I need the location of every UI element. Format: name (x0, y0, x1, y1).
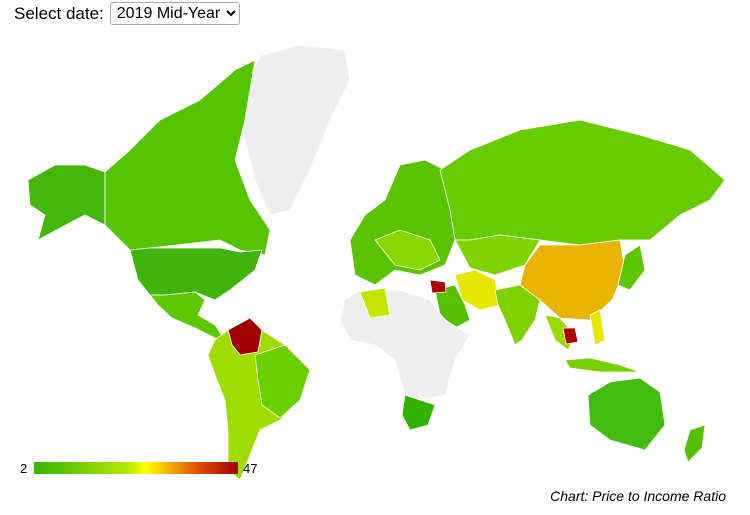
country (439, 119, 726, 246)
country (374, 229, 441, 271)
country (454, 234, 541, 276)
country (129, 247, 263, 301)
date-control: Select date: 2019 Mid-Year (14, 2, 240, 25)
country (104, 59, 271, 256)
country (683, 424, 706, 463)
country (27, 164, 106, 241)
caption: Chart: Price to Income Ratio (550, 488, 726, 504)
select-label: Select date: (14, 3, 104, 23)
date-select[interactable]: 2019 Mid-Year (109, 2, 240, 25)
country (562, 327, 579, 345)
country (359, 287, 391, 319)
country (401, 394, 436, 431)
legend-gradient (34, 462, 238, 474)
country (617, 244, 646, 291)
country (429, 279, 447, 294)
legend-min: 2 (20, 461, 27, 476)
country (564, 357, 641, 373)
country (234, 44, 351, 216)
country (587, 377, 666, 451)
country (254, 344, 311, 419)
country (494, 284, 541, 346)
countries (27, 44, 726, 481)
country (589, 309, 606, 346)
legend-max: 47 (243, 461, 257, 476)
country (149, 291, 226, 341)
